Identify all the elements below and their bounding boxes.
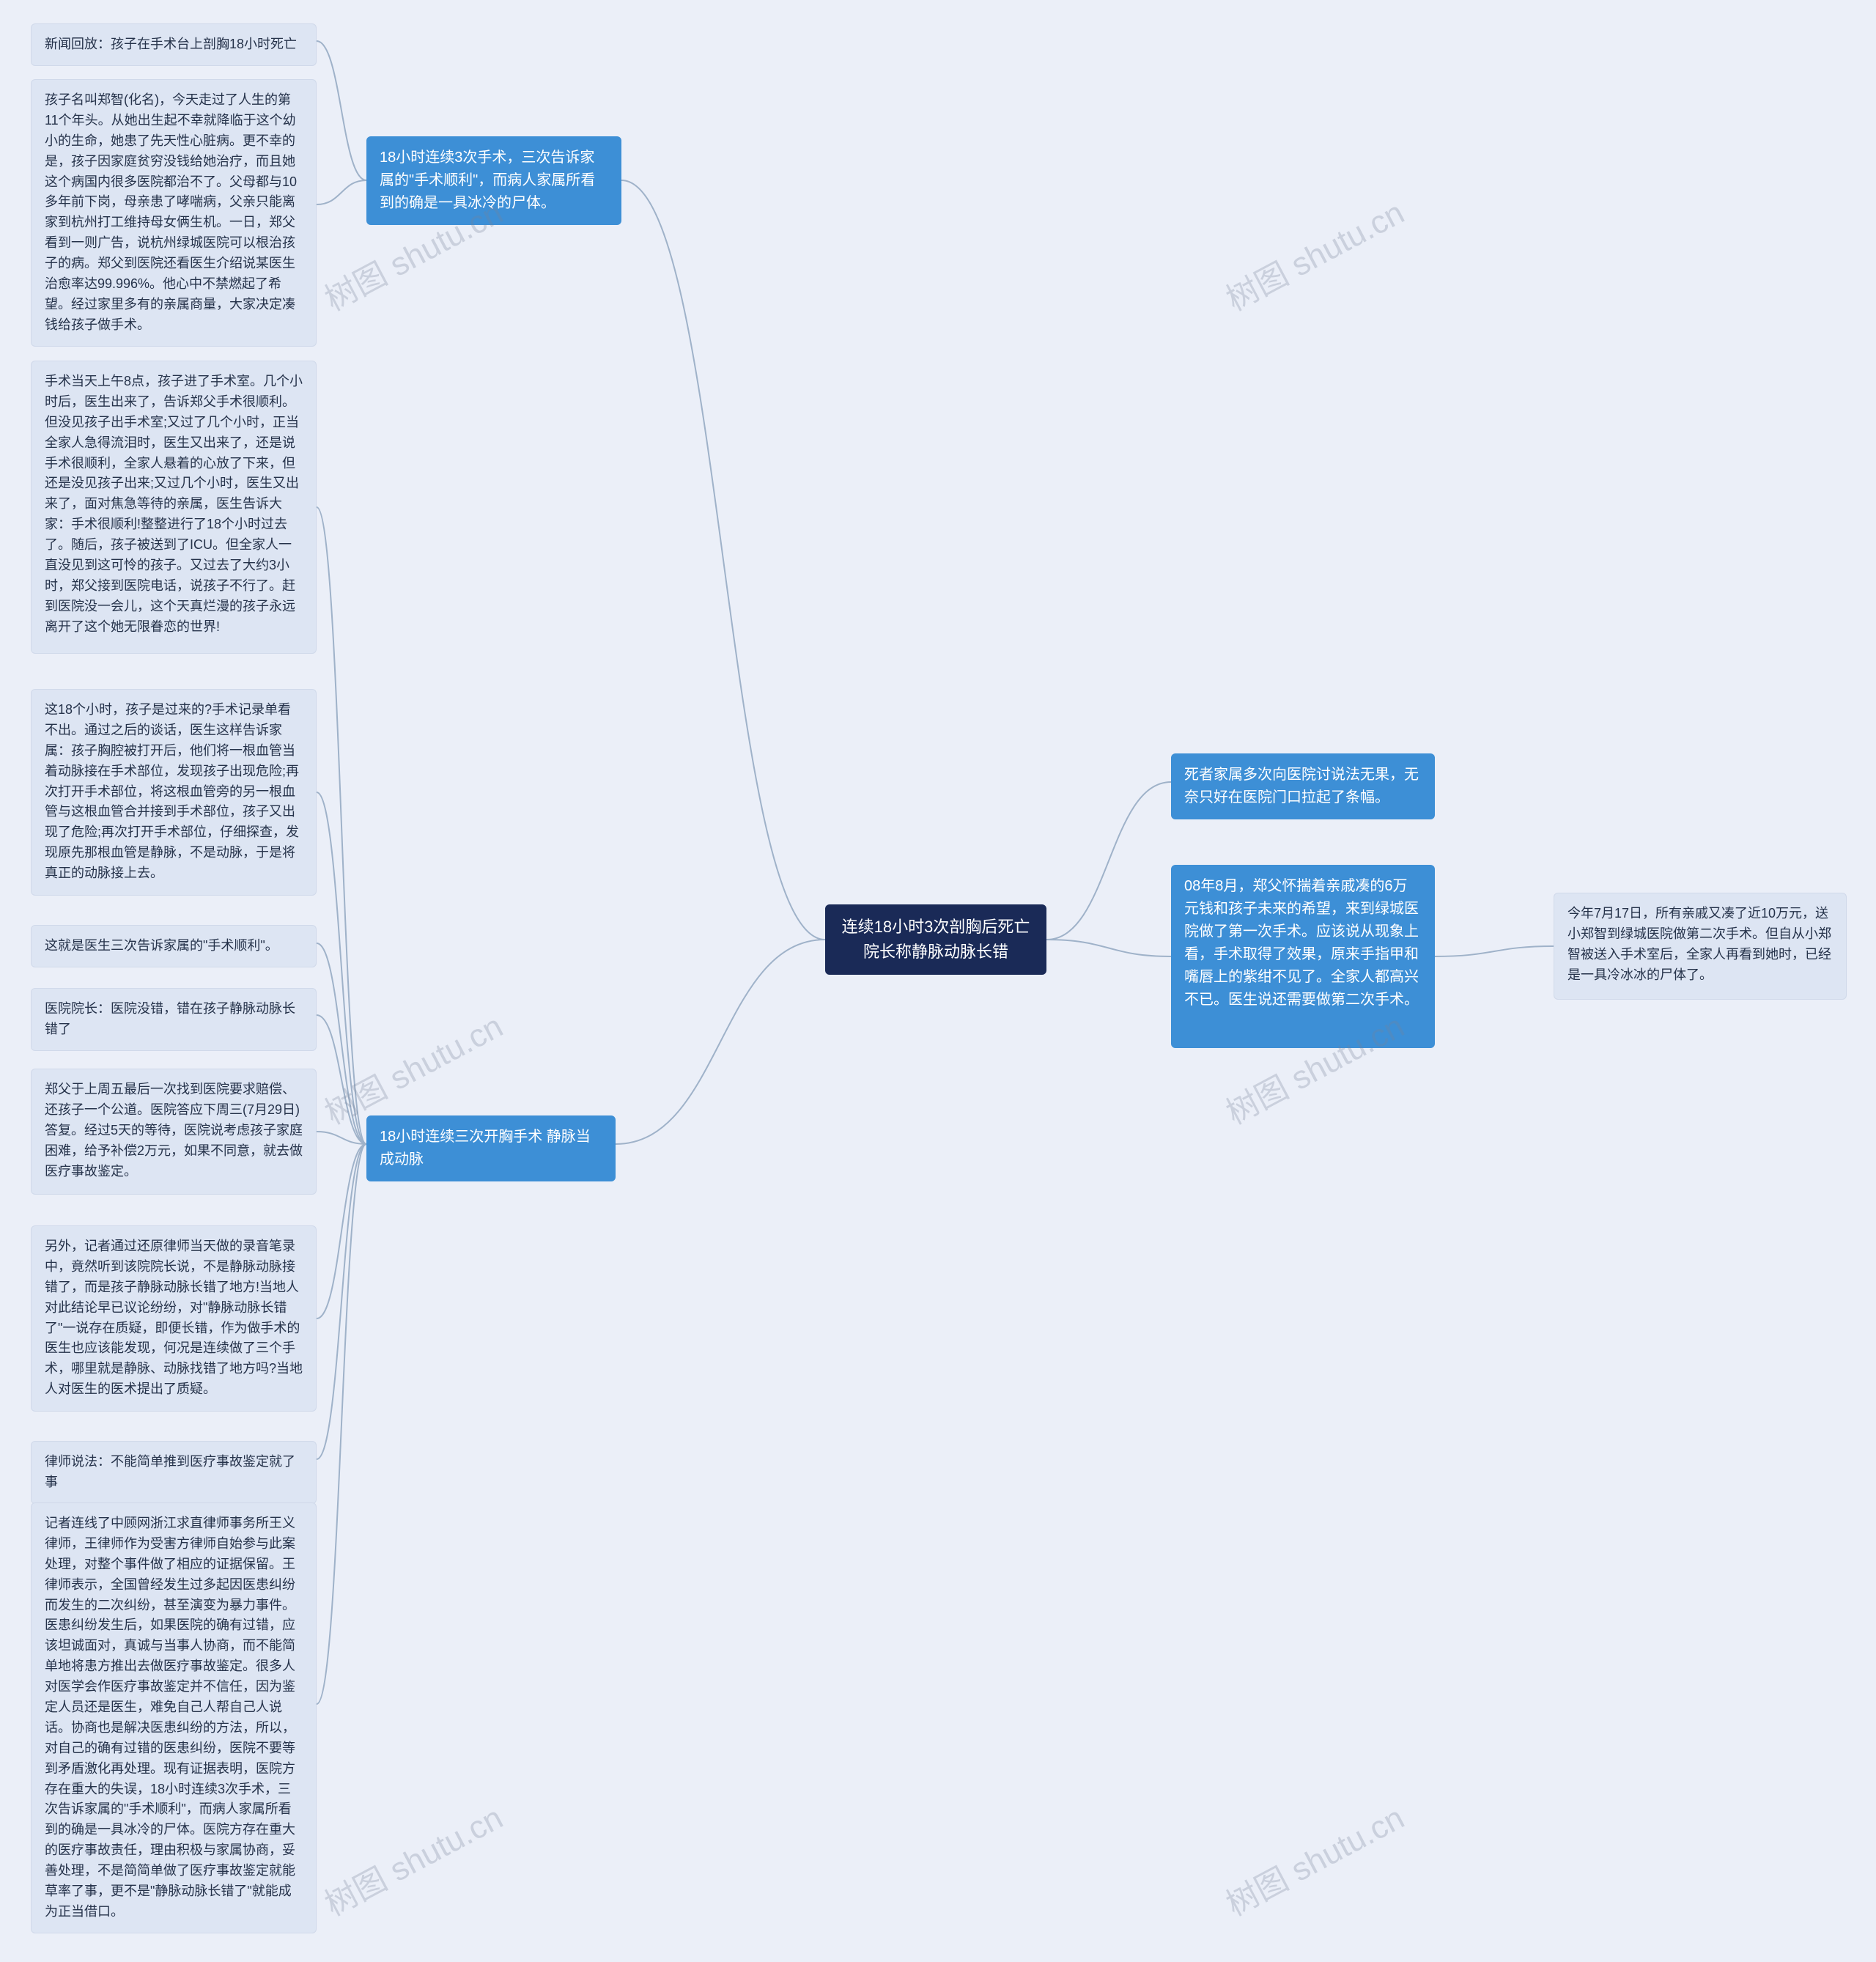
leaf-node-l_record: 另外，记者通过还原律师当天做的录音笔录中，竟然听到该院院长说，不是静脉动脉接错了… xyxy=(31,1225,317,1412)
watermark: 树图 shutu.cn xyxy=(315,1792,509,1925)
root-node: 连续18小时3次剖胸后死亡院长称静脉动脉长错 xyxy=(825,904,1046,975)
leaf-node-l_intro: 孩子名叫郑智(化名)，今天走过了人生的第11个年头。从她出生起不幸就降临于这个幼… xyxy=(31,79,317,347)
branch-node-b3: 死者家属多次向医院讨说法无果，无奈只好在医院门口拉起了条幅。 xyxy=(1171,753,1435,819)
leaf-node-l_lawyer_body: 记者连线了中顾网浙江求直律师事务所王义律师，王律师作为受害方律师自始参与此案处理… xyxy=(31,1502,317,1933)
leaf-node-l_father: 郑父于上周五最后一次找到医院要求赔偿、还孩子一个公道。医院答应下周三(7月29日… xyxy=(31,1069,317,1195)
leaf-node-l_3times: 这就是医生三次告诉家属的"手术顺利"。 xyxy=(31,925,317,967)
branch-node-b4: 08年8月，郑父怀揣着亲戚凑的6万元钱和孩子未来的希望，来到绿城医院做了第一次手… xyxy=(1171,865,1435,1048)
leaf-node-l_dean: 医院院长：医院没错，错在孩子静脉动脉长错了 xyxy=(31,988,317,1051)
watermark: 树图 shutu.cn xyxy=(315,1000,509,1134)
leaf-node-l_lawyer_title: 律师说法：不能简单推到医疗事故鉴定就了事 xyxy=(31,1441,317,1504)
leaf-node-l_news: 新闻回放：孩子在手术台上剖胸18小时死亡 xyxy=(31,23,317,66)
branch-node-b1: 18小时连续3次手术，三次告诉家属的"手术顺利"，而病人家属所看到的确是一具冰冷… xyxy=(366,136,621,225)
leaf-node-l_18h: 这18个小时，孩子是过来的?手术记录单看不出。通过之后的谈话，医生这样告诉家属：… xyxy=(31,689,317,896)
branch-node-b2: 18小时连续三次开胸手术 静脉当成动脉 xyxy=(366,1115,616,1181)
watermark: 树图 shutu.cn xyxy=(1216,187,1411,320)
watermark: 树图 shutu.cn xyxy=(1216,1792,1411,1925)
leaf-node-l_surgery: 手术当天上午8点，孩子进了手术室。几个小时后，医生出来了，告诉郑父手术很顺利。但… xyxy=(31,361,317,654)
leaf-node-l_july17: 今年7月17日，所有亲戚又凑了近10万元，送小郑智到绿城医院做第二次手术。但自从… xyxy=(1554,893,1847,1000)
